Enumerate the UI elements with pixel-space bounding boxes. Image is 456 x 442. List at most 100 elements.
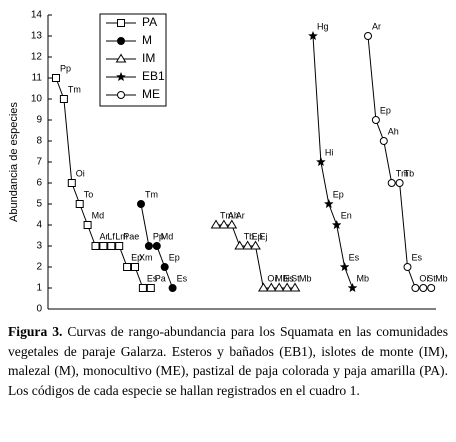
point-label: Ep (333, 189, 344, 199)
point-label: Ah (228, 210, 239, 220)
legend-marker (116, 71, 126, 82)
legend-marker (117, 37, 125, 45)
marker (115, 242, 124, 250)
point-label: St (427, 273, 436, 283)
y-tick-label: 6 (36, 178, 42, 189)
marker (75, 200, 84, 208)
point-label: Ej (260, 231, 268, 241)
legend-label: IM (142, 51, 155, 65)
legend-label: M (142, 33, 152, 47)
marker (107, 242, 116, 250)
legend-label: PA (142, 15, 157, 29)
marker (371, 116, 380, 124)
y-tick-label: 0 (36, 304, 42, 315)
marker (315, 156, 326, 167)
point-label: Pp (60, 63, 71, 73)
marker (403, 263, 412, 271)
point-label: Tm (145, 189, 158, 199)
marker (83, 221, 92, 229)
y-tick-label: 14 (31, 10, 43, 21)
point-label: Pp (153, 231, 164, 241)
marker (308, 30, 318, 41)
y-axis-title: Abundancia de especies (8, 102, 20, 222)
caption-label: Figura 3. (8, 324, 63, 339)
marker (137, 200, 145, 208)
point-label: Mb (357, 273, 370, 283)
marker (339, 261, 350, 272)
point-label: To (84, 189, 94, 199)
marker (419, 284, 428, 292)
marker (395, 179, 404, 187)
y-tick-label: 12 (31, 52, 43, 63)
y-tick-label: 8 (36, 136, 42, 147)
marker (364, 32, 372, 40)
point-label: Tm (396, 168, 409, 178)
point-label: Es (412, 252, 423, 262)
point-label: Mb (299, 273, 312, 283)
point-label: Pa (155, 273, 166, 283)
point-label: Oi (76, 168, 85, 178)
point-label: Tm (68, 84, 81, 94)
marker (250, 240, 261, 250)
marker (427, 284, 436, 292)
marker (347, 282, 358, 293)
point-label: Lf (107, 231, 115, 241)
series-line (367, 35, 432, 289)
legend-label: ME (142, 87, 160, 101)
point-label: Mb (435, 273, 448, 283)
y-tick-label: 2 (36, 262, 42, 273)
point-label: Tb (244, 231, 255, 241)
marker (91, 242, 100, 250)
marker (411, 284, 420, 292)
point-label: St (291, 273, 300, 283)
marker (323, 198, 334, 209)
point-label: Md (92, 210, 105, 220)
marker (144, 242, 153, 250)
y-tick-label: 4 (36, 220, 42, 231)
marker (131, 263, 139, 271)
caption: Figura 3. Curvas de rango-abundancia par… (8, 322, 448, 400)
point-label: Ar (236, 210, 245, 220)
y-tick-label: 11 (32, 73, 43, 84)
point-label: Ah (388, 126, 399, 136)
point-label: Hi (325, 147, 334, 157)
marker (52, 74, 60, 82)
caption-text: Curvas de rango-abundancia para los Squa… (8, 324, 448, 398)
marker (258, 282, 269, 292)
legend-marker (117, 19, 125, 27)
marker (59, 95, 68, 103)
y-tick-label: 9 (36, 115, 42, 126)
point-label: Ep (380, 105, 391, 115)
marker (226, 219, 238, 229)
marker (281, 282, 293, 292)
y-tick-label: 13 (31, 31, 43, 42)
marker (123, 263, 132, 271)
legend-label: EB1 (142, 69, 165, 83)
marker (168, 284, 177, 292)
chart: Abundancia de especies 01234567891011121… (8, 10, 448, 315)
point-label: Mbi (275, 273, 290, 283)
point-label: Tm (220, 210, 233, 220)
point-label: Md (161, 231, 174, 241)
y-tick-label: 10 (31, 94, 43, 105)
marker (210, 219, 222, 229)
marker (289, 282, 301, 292)
point-label: Tb (404, 168, 415, 178)
marker (265, 282, 277, 292)
point-label: Ar (100, 231, 109, 241)
marker (67, 179, 76, 187)
point-label: Xm (139, 252, 153, 262)
marker (99, 242, 108, 250)
point-label: Es (177, 273, 188, 283)
point-label: Hg (317, 21, 329, 31)
point-label: Lm (115, 231, 128, 241)
marker (242, 240, 253, 250)
legend (99, 13, 167, 107)
point-label: Ep (131, 252, 142, 262)
marker (152, 242, 161, 250)
series-line (312, 35, 353, 289)
legend-marker (117, 91, 125, 99)
y-tick-label: 1 (36, 283, 42, 294)
point-label: En (341, 210, 352, 220)
